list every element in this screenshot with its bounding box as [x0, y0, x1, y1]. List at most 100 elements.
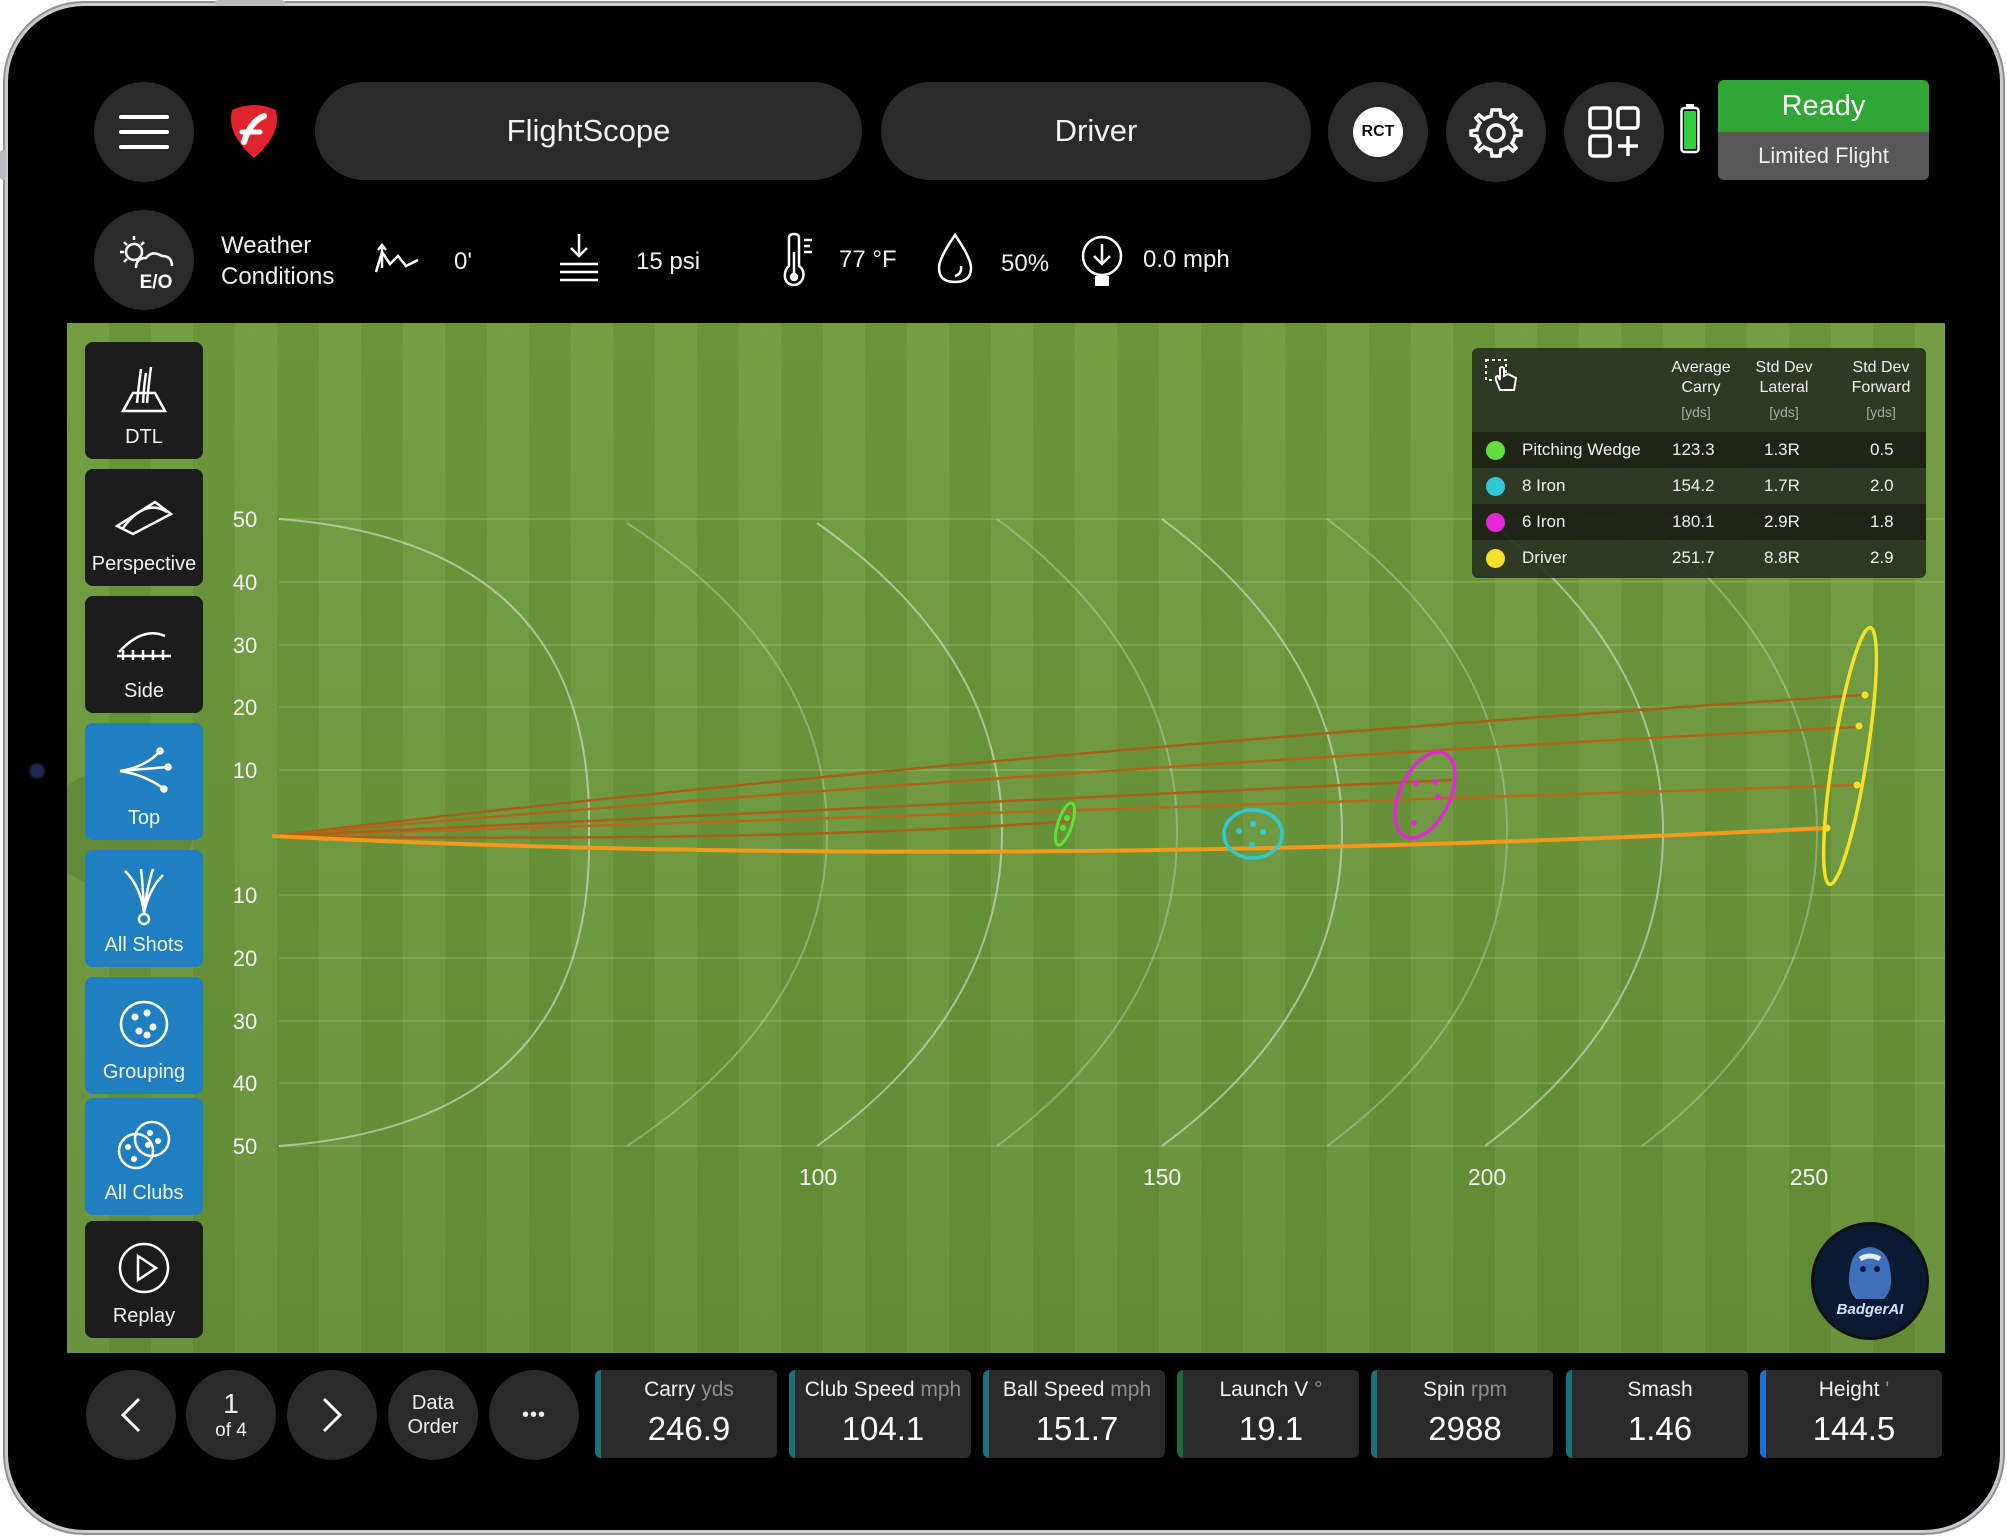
rct-button[interactable]: RCT [1328, 82, 1428, 182]
previous-shot-button[interactable] [86, 1370, 176, 1460]
shot-dot [1411, 820, 1417, 826]
view-top-label: Top [127, 807, 161, 829]
view-dtl-button[interactable]: DTL [85, 342, 203, 459]
widgets-button[interactable] [1564, 82, 1664, 182]
view-top-button[interactable]: Top [85, 723, 203, 840]
shot-dot [1249, 842, 1255, 848]
metric-spin[interactable]: Spin rpm 2988 [1371, 1370, 1553, 1458]
distance-arc [996, 518, 1179, 1147]
grouping-button[interactable]: Grouping [85, 977, 203, 1094]
club-name: Driver [1522, 548, 1568, 567]
club-color-dot [1486, 441, 1505, 460]
club-color-dot [1486, 549, 1505, 568]
avg-carry: 154.2 [1672, 476, 1715, 495]
y-tick: 10 [233, 883, 257, 908]
hamburger-icon [119, 115, 169, 149]
rct-badge: RCT [1353, 107, 1403, 157]
col-carry-unit: [yds] [1681, 404, 1711, 420]
x-tick: 150 [1143, 1164, 1181, 1190]
shot-dot [1855, 722, 1863, 730]
metric-height[interactable]: Height ' 144.5 [1760, 1370, 1942, 1458]
metric-club-speed[interactable]: Club Speed mph 104.1 [789, 1370, 971, 1458]
metric-unit: yds [701, 1378, 734, 1401]
metric-value: 104.1 [841, 1410, 925, 1447]
shot-traces [271, 693, 1863, 854]
avg-carry: 123.3 [1672, 440, 1715, 459]
legend-row-driver[interactable]: Driver 251.7 8.8R 2.9 [1472, 540, 1926, 576]
status-panel[interactable]: Ready Limited Flight [1718, 80, 1929, 180]
all-clubs-icon [117, 1120, 171, 1170]
app-name-button[interactable]: FlightScope [315, 82, 862, 180]
badger-mascot-icon [1848, 1247, 1892, 1299]
grouping-ellipses [1053, 625, 1879, 887]
metric-launch-v[interactable]: Launch V ° 19.1 [1177, 1370, 1359, 1458]
metric-value: 144.5 [1812, 1410, 1896, 1447]
shot-trace [271, 819, 1075, 839]
y-tick: 20 [233, 946, 257, 971]
menu-button[interactable] [94, 82, 194, 182]
club-stats-legend[interactable]: Average Carry Std Dev Lateral Std Dev Forwa… [1472, 348, 1926, 578]
data-order-button[interactable]: Data Order [388, 1370, 478, 1460]
settings-button[interactable] [1446, 82, 1546, 182]
shot-dot [1435, 794, 1441, 800]
std-forward: 2.9 [1870, 548, 1894, 567]
driver-group [1821, 625, 1879, 887]
x-tick-labels: 100 150 200 250 [799, 1164, 1828, 1190]
all-shots-icon [124, 868, 164, 926]
x-tick: 200 [1468, 1164, 1506, 1190]
lateral-gridlines [279, 518, 1945, 1147]
side-view-icon [117, 632, 171, 660]
club-color-dot [1486, 513, 1505, 532]
legend-row-6-iron[interactable]: 6 Iron 180.1 2.9R 1.8 [1472, 504, 1926, 540]
view-perspective-button[interactable]: Perspective [85, 469, 203, 586]
shot-trace [271, 693, 1863, 838]
std-forward: 1.8 [1870, 512, 1894, 531]
distance-arc [1484, 518, 1665, 1147]
shot-dot [1861, 691, 1869, 699]
6-iron-group [1393, 750, 1457, 840]
add-widget-icon [1588, 106, 1640, 158]
metric-smash[interactable]: Smash 1.46 [1566, 1370, 1748, 1458]
shot-trace [271, 778, 1453, 838]
badgerai-label: BadgerAI [1836, 1301, 1904, 1318]
weather-label: Weather Conditions [221, 232, 335, 290]
distance-arc [816, 522, 1004, 1147]
altitude-icon [374, 242, 419, 273]
metric-label: Smash [1627, 1378, 1693, 1401]
metric-ball-speed[interactable]: Ball Speed mph 151.7 [983, 1370, 1165, 1458]
avg-carry: 180.1 [1672, 512, 1715, 531]
metric-value: 19.1 [1238, 1410, 1304, 1447]
gear-icon [1469, 108, 1523, 158]
weather-mode-button[interactable]: E/O [94, 210, 194, 310]
front-camera [30, 764, 44, 778]
all-shots-button[interactable]: All Shots [85, 850, 203, 967]
all-clubs-button[interactable]: All Clubs [85, 1098, 203, 1215]
metric-label: Launch V [1219, 1378, 1309, 1401]
thermometer-icon [783, 232, 812, 287]
legend-row-8-iron[interactable]: 8 Iron 154.2 1.7R 2.0 [1472, 468, 1926, 504]
all-clubs-label: All Clubs [104, 1182, 184, 1204]
next-shot-button[interactable] [287, 1370, 377, 1460]
more-options-button[interactable]: ••• [489, 1370, 579, 1460]
badgerai-badge[interactable]: BadgerAI [1814, 1225, 1926, 1337]
view-side-button[interactable]: Side [85, 596, 203, 713]
shot-dot [1413, 780, 1419, 786]
club-selector-button[interactable]: Driver [881, 82, 1311, 180]
weather-sun-cloud-icon [120, 236, 174, 269]
std-lateral: 8.8R [1764, 548, 1800, 567]
y-tick-labels: 50 40 30 20 10 10 20 30 40 50 [233, 507, 257, 1159]
header-line: Lateral [1759, 379, 1809, 396]
metric-carry[interactable]: Carry yds 246.9 [595, 1370, 777, 1458]
header-line: Carry [1681, 379, 1721, 396]
metric-unit: ' [1885, 1378, 1890, 1401]
y-tick: 50 [233, 507, 257, 532]
drag-hand-icon[interactable] [1484, 358, 1520, 394]
metric-label: Carry [644, 1378, 696, 1401]
club-name: 8 Iron [1522, 476, 1566, 495]
play-icon [118, 1242, 170, 1294]
club-name: 6 Iron [1522, 512, 1566, 531]
col-forward-unit: [yds] [1866, 404, 1896, 420]
metric-label: Club Speed [804, 1378, 915, 1401]
legend-row-pitching-wedge[interactable]: Pitching Wedge 123.3 1.3R 0.5 [1472, 432, 1926, 468]
replay-button[interactable]: Replay [85, 1221, 203, 1338]
